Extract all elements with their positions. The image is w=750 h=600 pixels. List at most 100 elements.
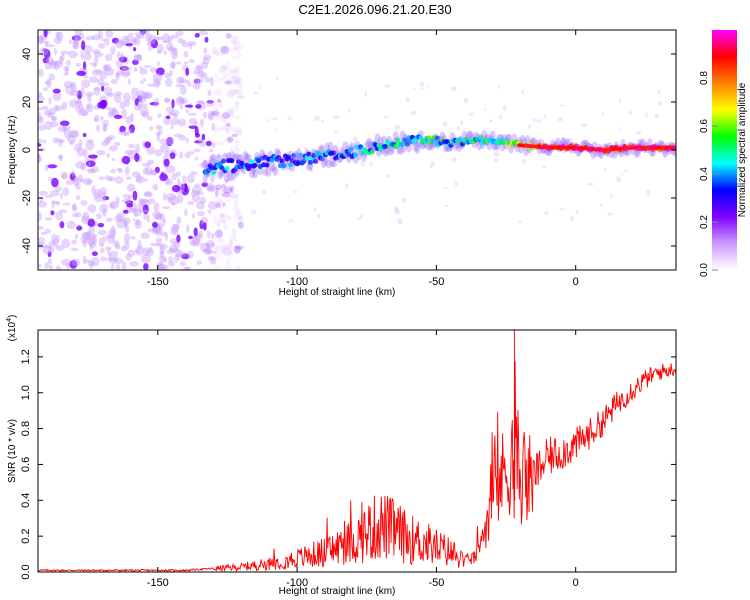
faint-blob — [219, 213, 225, 218]
noise-blob — [86, 102, 94, 113]
noise-blob — [113, 93, 122, 104]
ridge-halo — [365, 137, 372, 149]
faint-blob — [527, 124, 532, 129]
noise-blob — [108, 145, 118, 152]
noise-blob — [46, 44, 56, 48]
noise-blob — [198, 230, 204, 239]
noise-blob — [91, 235, 95, 240]
noise-blob — [231, 228, 236, 234]
noise-blob — [163, 50, 167, 56]
noise-blob — [209, 76, 214, 87]
faint-blob — [258, 84, 261, 90]
faint-blob — [542, 165, 547, 169]
faint-blob — [443, 186, 448, 190]
noise-blob — [230, 35, 241, 44]
noise-blob — [65, 66, 69, 76]
noise-blob — [132, 208, 142, 217]
noise-blob — [60, 171, 68, 180]
noise-blob — [44, 217, 53, 221]
noise-blob — [223, 74, 227, 80]
noise-blob — [206, 182, 215, 190]
snr-ytick-label: 1.2 — [20, 349, 32, 364]
noise-blob — [149, 66, 157, 73]
noise-blob — [138, 197, 144, 204]
ridge-core — [394, 137, 400, 143]
noise-blob — [217, 205, 224, 210]
ridge-halo — [325, 159, 332, 168]
noise-blob — [234, 65, 241, 74]
noise-blob — [40, 231, 47, 236]
noise-blob — [144, 141, 152, 148]
noise-blob — [208, 158, 217, 164]
ridge-core — [264, 162, 270, 168]
noise-blob — [193, 227, 198, 237]
noise-blob — [75, 194, 81, 201]
noise-blob — [159, 231, 168, 237]
noise-blob — [118, 40, 127, 46]
noise-blob — [214, 72, 219, 79]
noise-blob — [82, 61, 87, 71]
noise-blob — [228, 70, 234, 74]
noise-blob — [42, 244, 52, 255]
noise-blob — [215, 244, 225, 255]
noise-blob — [104, 53, 113, 62]
noise-blob — [154, 97, 160, 108]
noise-blob — [69, 83, 75, 90]
faint-blob — [303, 147, 308, 151]
noise-blob — [164, 72, 171, 79]
noise-blob — [105, 217, 113, 222]
colorbar-label: Normalized spectral amplitude — [737, 82, 748, 217]
noise-blob — [189, 239, 197, 246]
noise-blob — [170, 117, 180, 126]
noise-blob — [38, 107, 44, 111]
noise-blob — [42, 57, 50, 64]
spectrogram-xtick-label: 0 — [573, 276, 579, 288]
noise-blob — [161, 205, 171, 210]
noise-blob — [221, 192, 231, 198]
noise-blob — [200, 72, 208, 80]
noise-blob — [159, 250, 165, 259]
noise-blob — [44, 40, 50, 45]
noise-blob — [173, 133, 183, 138]
noise-blob — [198, 30, 209, 36]
spectrogram-marks — [38, 30, 676, 270]
noise-blob — [198, 141, 207, 147]
noise-blob — [163, 256, 167, 263]
faint-blob — [498, 114, 503, 120]
noise-blob — [61, 259, 71, 266]
noise-blob — [106, 92, 115, 98]
noise-blob — [196, 70, 205, 78]
noise-blob — [121, 261, 127, 270]
noise-blob — [98, 237, 103, 247]
noise-blob — [233, 205, 237, 212]
noise-blob — [93, 117, 98, 122]
noise-blob — [218, 67, 223, 72]
ridge-core — [276, 155, 282, 161]
noise-blob — [213, 216, 217, 225]
noise-blob — [81, 232, 91, 236]
noise-blob — [159, 143, 170, 153]
noise-blob — [105, 234, 115, 239]
noise-blob — [216, 221, 221, 228]
noise-blob — [137, 95, 147, 104]
noise-blob — [69, 172, 76, 181]
noise-blob — [69, 260, 78, 269]
faint-blob — [427, 84, 430, 88]
noise-blob — [101, 38, 107, 42]
noise-blob — [194, 156, 199, 161]
noise-blob — [103, 86, 113, 96]
noise-blob — [127, 249, 136, 257]
noise-blob — [82, 231, 91, 240]
faint-blob — [468, 112, 474, 116]
noise-blob — [214, 104, 224, 108]
noise-blob — [78, 174, 83, 181]
noise-blob — [210, 259, 217, 265]
spectrogram-xlabel: Height of straight line (km) — [279, 287, 396, 298]
faint-blob — [599, 203, 604, 207]
faint-blob — [250, 210, 257, 215]
noise-blob — [99, 71, 107, 80]
noise-blob — [113, 240, 120, 248]
noise-blob — [50, 210, 55, 216]
colorbar-tick-label: 0.4 — [699, 167, 710, 181]
noise-blob — [55, 211, 63, 221]
